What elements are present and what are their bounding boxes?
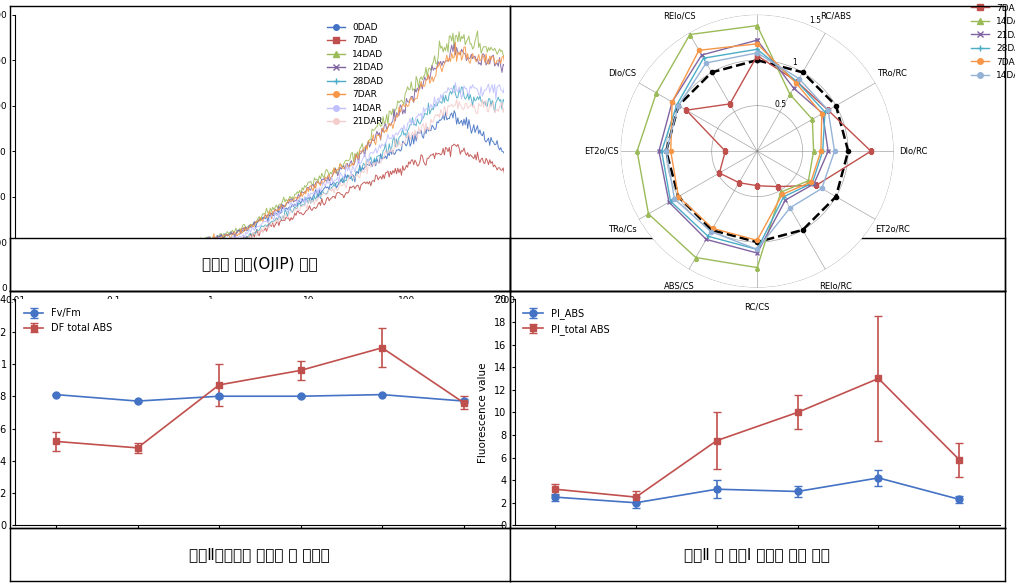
X-axis label: Time(ms): Time(ms) — [235, 311, 284, 321]
Text: 광계Ⅱ최대양자 수득률 및 구동력: 광계Ⅱ최대양자 수득률 및 구동력 — [190, 547, 330, 562]
Text: 광계Ⅱ 및 광계Ⅰ 에너지 전환 효율: 광계Ⅱ 및 광계Ⅰ 에너지 전환 효율 — [684, 547, 830, 562]
Legend: 0DAD, 7DAD, 14DAD, 21DAD, 28DAD, 7DAR, 14DAR: 0DAD, 7DAD, 14DAD, 21DAD, 28DAD, 7DAR, 1… — [967, 0, 1015, 84]
Legend: 0DAD, 7DAD, 14DAD, 21DAD, 28DAD, 7DAR, 14DAR, 21DAR: 0DAD, 7DAD, 14DAD, 21DAD, 28DAD, 7DAR, 1… — [323, 19, 387, 130]
Text: 전자전달 에너지 플럭스: 전자전달 에너지 플럭스 — [706, 257, 808, 272]
Legend: Fv/Fm, DF total ABS: Fv/Fm, DF total ABS — [20, 304, 117, 337]
Y-axis label: Fluorescence value: Fluorescence value — [478, 362, 488, 463]
Text: 엽록소 형광(OJIP) 강도: 엽록소 형광(OJIP) 강도 — [202, 257, 318, 272]
Legend: PI_ABS, PI_total ABS: PI_ABS, PI_total ABS — [520, 304, 613, 339]
